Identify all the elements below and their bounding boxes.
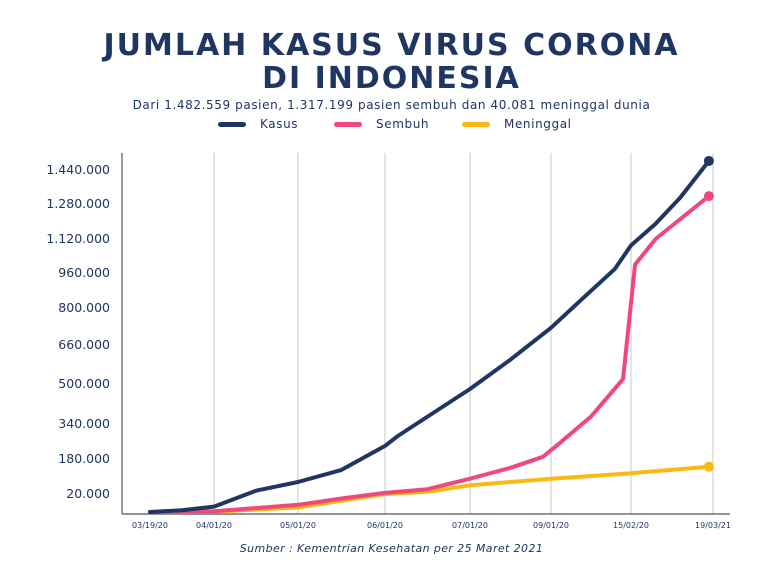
series-line-kasus [148,159,711,514]
y-tick-label: 20.000 [66,486,110,501]
x-tick-label: 15/02/20 [613,521,649,530]
legend-label-meninggal: Meninggal [504,117,572,131]
series-layer [148,155,714,514]
y-tick-label: 1.440.000 [46,162,110,177]
y-tick-labels: 20.000 180.000 340.000 500.000 660.000 800.00… [46,162,110,501]
y-tick-label: 1.120.000 [46,231,110,246]
axis-layer [121,153,730,515]
legend-swatch-meninggal [462,121,490,127]
legend-swatch-sembuh [334,121,362,127]
y-tick-label: 800.000 [58,300,110,315]
x-tick-label: 09/01/20 [533,521,569,530]
legend-item-sembuh: Sembuh [334,116,429,132]
y-tick-label: 960.000 [58,265,110,280]
legend-item-kasus: Kasus [218,116,298,132]
y-tick-label: 660.000 [58,337,110,352]
legend-swatch-kasus [218,121,246,127]
legend-label-kasus: Kasus [260,117,299,131]
x-tick-label: 19/03/21 [695,521,731,530]
series-line-sembuh [148,194,711,514]
x-tick-label: 03/19/20 [132,521,168,530]
x-tick-label: 07/01/20 [452,521,488,530]
x-tick-label: 05/01/20 [280,521,316,530]
series-end-point-kasus [703,155,714,166]
y-tick-label: 340.000 [58,416,110,431]
series-end-point-sembuh [703,191,714,202]
legend-item-meninggal: Meninggal [462,116,572,132]
x-tick-labels: 03/19/20 04/01/20 05/01/20 06/01/20 07/01/20… [132,521,731,530]
chart-source: Sumber : Kementrian Kesehatan per 25 Mar… [239,542,544,555]
grid-layer [213,153,714,514]
legend-label-sembuh: Sembuh [376,117,430,131]
chart-title-line1: JUMLAH KASUS VIRUS CORONA [103,28,680,63]
chart-subtitle: Dari 1.482.559 pasien, 1.317.199 pasien … [132,98,651,112]
y-tick-label: 180.000 [58,451,110,466]
y-tick-label: 1.280.000 [46,196,110,211]
chart-title-line2: DI INDONESIA [262,61,521,96]
series-end-point-meninggal [703,461,714,472]
x-tick-label: 06/01/20 [367,521,403,530]
x-tick-label: 04/01/20 [196,521,232,530]
y-tick-label: 500.000 [58,376,110,391]
